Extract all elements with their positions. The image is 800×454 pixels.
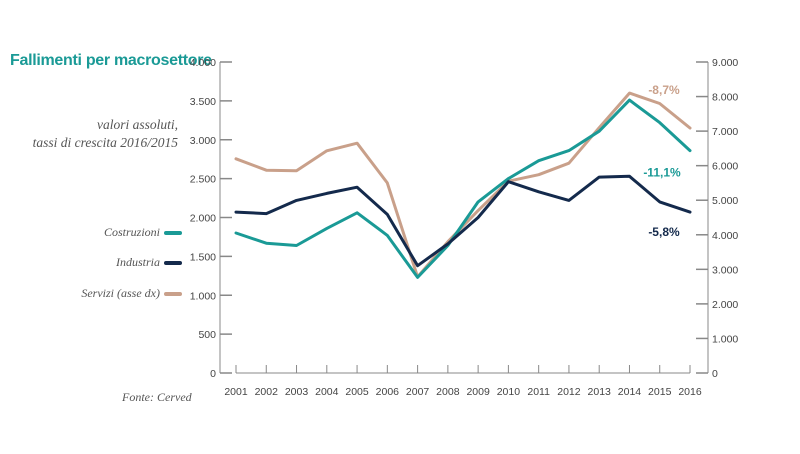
x-axis-tick-label: 2010 (497, 386, 521, 398)
subtitle-line-2: tassi di crescita 2016/2015 (32, 135, 178, 150)
x-axis-tick-label: 2004 (315, 386, 339, 398)
subtitle-line-1: valori assoluti, (96, 117, 178, 132)
chart-source: Fonte: Cerved (122, 390, 192, 404)
legend-label: Industria (115, 255, 160, 269)
x-axis-tick-label: 2007 (406, 386, 430, 398)
x-axis-tick-label: 2012 (557, 386, 581, 398)
right-axis-tick-label: 6.000 (712, 161, 738, 173)
x-axis-tick-label: 2016 (678, 386, 702, 398)
chart-subtitle: valori assoluti, tassi di crescita 2016/… (0, 116, 178, 152)
x-axis-tick-label: 2013 (588, 386, 612, 398)
series-end-label: -8,7% (648, 83, 680, 97)
legend-label: Costruzioni (104, 225, 160, 239)
left-axis-tick-label: 500 (198, 329, 216, 341)
x-axis-tick-label: 2009 (466, 386, 490, 398)
x-axis-tick-label: 2005 (345, 386, 369, 398)
series-line-costruzioni (234, 98, 692, 279)
right-axis-tick-label: 9.000 (712, 57, 738, 69)
x-axis-tick-label: 2008 (436, 386, 460, 398)
right-axis-tick-label: 0 (712, 368, 718, 380)
x-axis-tick-label: 2003 (285, 386, 309, 398)
x-axis-tick-label: 2011 (527, 386, 550, 398)
left-axis-tick-label: 4.000 (190, 57, 216, 69)
right-axis-tick-label: 7.000 (712, 126, 738, 138)
series-line-servizi (234, 91, 692, 279)
left-axis-tick-label: 2.000 (190, 213, 216, 225)
right-axis-tick-label: 1.000 (712, 333, 738, 345)
left-axis-tick-label: 3.000 (190, 135, 216, 147)
x-axis-tick-label: 2014 (618, 386, 642, 398)
legend-label: Servizi (asse dx) (81, 286, 160, 300)
x-axis-tick-label: 2006 (376, 386, 400, 398)
right-axis-tick-label: 2.000 (712, 299, 738, 311)
left-axis-tick-label: 1.500 (190, 251, 216, 263)
x-axis-tick-label: 2001 (224, 386, 248, 398)
right-axis-tick-label: 5.000 (712, 195, 738, 207)
series-end-label: -5,8% (648, 225, 680, 239)
left-axis-tick-label: 2.500 (190, 174, 216, 186)
right-axis-tick-label: 8.000 (712, 92, 738, 104)
x-axis-tick-label: 2015 (648, 386, 672, 398)
chart-title: Fallimenti per macrosettore (10, 52, 212, 69)
left-axis-tick-label: 3.500 (190, 96, 216, 108)
x-axis-tick-label: 2002 (255, 386, 279, 398)
left-axis-tick-label: 0 (210, 368, 216, 380)
series-line-industria (234, 174, 692, 268)
series-end-label: -11,1% (643, 166, 681, 180)
left-axis-tick-label: 1.000 (190, 290, 216, 302)
right-axis-tick-label: 4.000 (712, 230, 738, 242)
right-axis-tick-label: 3.000 (712, 264, 738, 276)
